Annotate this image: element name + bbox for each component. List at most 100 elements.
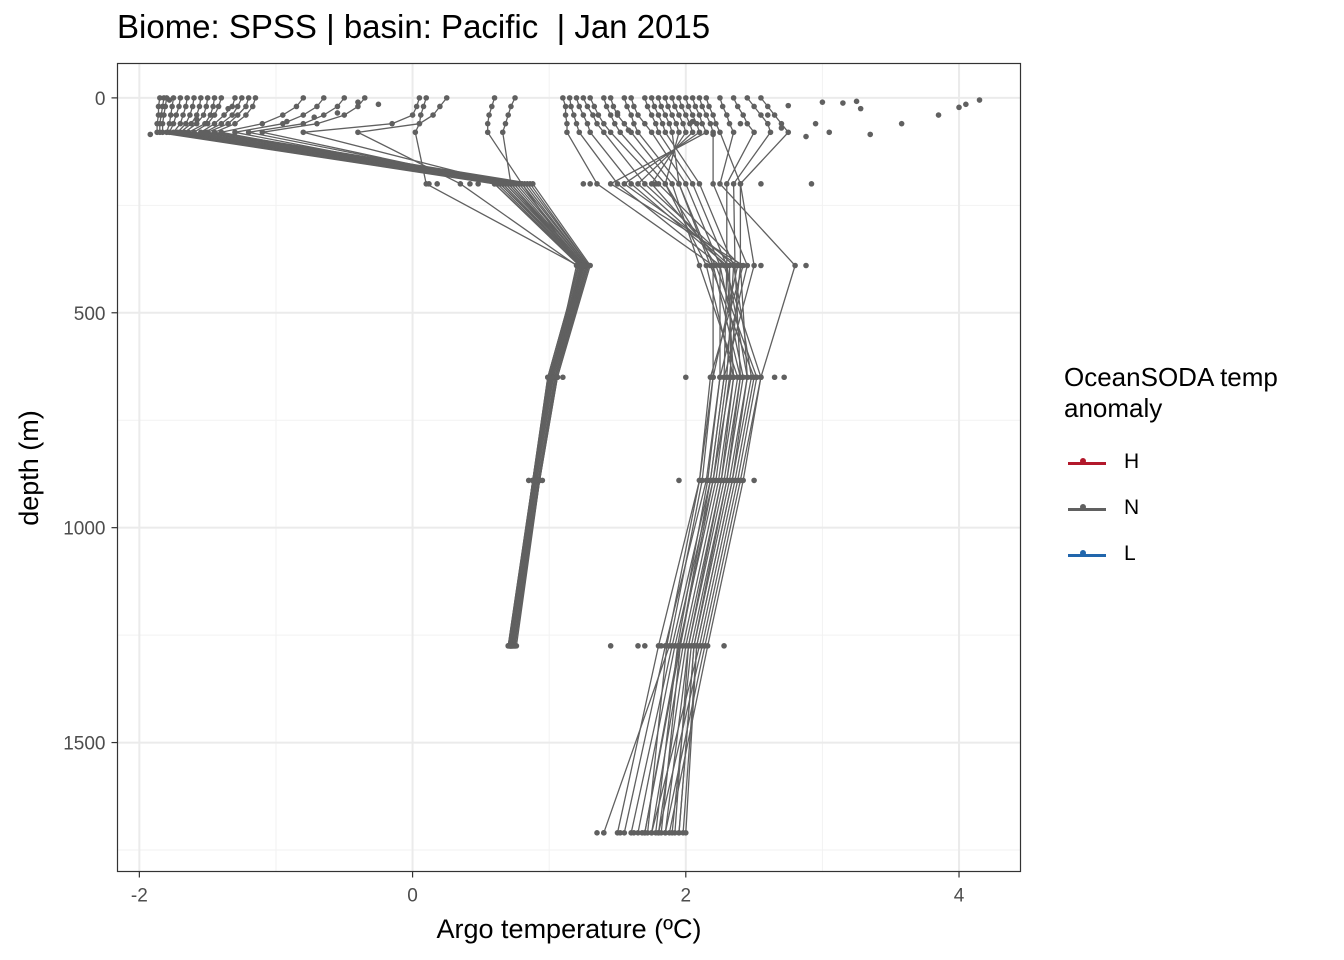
data-point — [710, 131, 716, 138]
profile-point — [730, 95, 737, 101]
data-point — [580, 181, 587, 187]
profile-point — [594, 181, 600, 187]
data-point — [963, 101, 969, 108]
profile-point — [718, 477, 725, 484]
profile-point — [642, 181, 648, 187]
profile-point — [409, 112, 416, 118]
profile-point — [628, 181, 634, 187]
y-axis-ticks: 0 500 1000 1500 — [63, 89, 118, 755]
profile-point — [416, 120, 423, 127]
legend-item-n: N — [1064, 494, 1334, 540]
data-point — [355, 99, 361, 105]
data-point — [812, 120, 819, 127]
legend-item-h: H — [1064, 448, 1334, 494]
profile-point — [669, 95, 675, 101]
profile-point — [573, 120, 580, 127]
profile-line — [355, 97, 578, 646]
profile-point — [648, 95, 655, 101]
profile-point — [644, 103, 651, 110]
profile-point — [729, 477, 736, 484]
data-points — [147, 95, 983, 836]
profile-point — [628, 112, 634, 118]
profile-point — [188, 120, 195, 127]
data-point — [617, 830, 624, 836]
data-point — [652, 181, 659, 187]
profile-point — [624, 103, 630, 110]
profile-point — [505, 112, 512, 118]
profile-point — [607, 129, 614, 136]
profile-point — [703, 262, 710, 269]
legend-label: N — [1124, 496, 1140, 519]
profile-point — [437, 103, 443, 110]
profile-point — [170, 120, 177, 127]
profile-point — [734, 103, 741, 110]
profile-point — [176, 103, 182, 110]
profile-point — [204, 120, 211, 127]
profile-point — [677, 643, 684, 649]
profile-point — [717, 95, 723, 101]
series-lines — [156, 97, 796, 834]
profile-point — [696, 112, 703, 118]
profile-line — [569, 97, 721, 833]
profile-point — [744, 262, 751, 269]
profile-point — [320, 112, 327, 118]
data-point — [539, 477, 546, 484]
profile-point — [300, 112, 307, 118]
profile-point — [187, 112, 193, 118]
data-point — [467, 181, 473, 187]
profile-point — [341, 95, 348, 101]
profile-point — [341, 112, 348, 118]
profile-point — [719, 103, 726, 110]
x-tick-label: -2 — [131, 886, 148, 907]
profile-point — [185, 129, 192, 136]
profile-line — [610, 97, 739, 833]
profile-point — [245, 129, 252, 136]
data-point — [956, 104, 962, 111]
data-point — [614, 110, 621, 116]
profile-point — [771, 112, 778, 118]
data-point — [771, 374, 778, 381]
profile-point — [203, 103, 210, 110]
y-tick-label: 0 — [95, 89, 106, 110]
profile-point — [229, 112, 236, 118]
profile-point — [672, 830, 678, 836]
profile-point — [717, 374, 723, 381]
profile-point — [672, 103, 678, 110]
profile-point — [519, 181, 525, 187]
profile-point — [717, 181, 723, 187]
profile-point — [595, 112, 602, 118]
profile-point — [234, 112, 241, 118]
x-axis-ticks: -2 0 2 4 — [131, 871, 965, 907]
profile-point — [232, 95, 238, 101]
legend-key-dot — [1080, 504, 1086, 510]
data-point — [803, 262, 809, 269]
data-point — [635, 643, 641, 649]
profile-point — [573, 95, 580, 101]
profile-point — [355, 103, 361, 110]
data-point — [525, 477, 532, 484]
profile-point — [662, 830, 669, 836]
profile-point — [177, 120, 184, 127]
profile-point — [683, 112, 689, 118]
profile-point — [207, 112, 214, 118]
profile-point — [239, 95, 245, 101]
profile-point — [314, 120, 320, 127]
legend-item-l: L — [1064, 540, 1334, 586]
profile-point — [635, 129, 641, 136]
data-point — [475, 181, 481, 187]
profile-point — [696, 181, 703, 187]
profile-point — [576, 103, 583, 110]
profile-point — [689, 112, 696, 118]
data-point — [434, 181, 440, 187]
profile-point — [601, 120, 607, 127]
profile-point — [259, 129, 266, 136]
profile-point — [361, 95, 368, 101]
profile-point — [166, 129, 173, 136]
profile-point — [484, 120, 491, 127]
data-point — [284, 118, 290, 125]
profile-point — [778, 120, 785, 127]
profile-point — [662, 129, 669, 136]
data-point — [560, 374, 566, 381]
profile-point — [669, 112, 675, 118]
